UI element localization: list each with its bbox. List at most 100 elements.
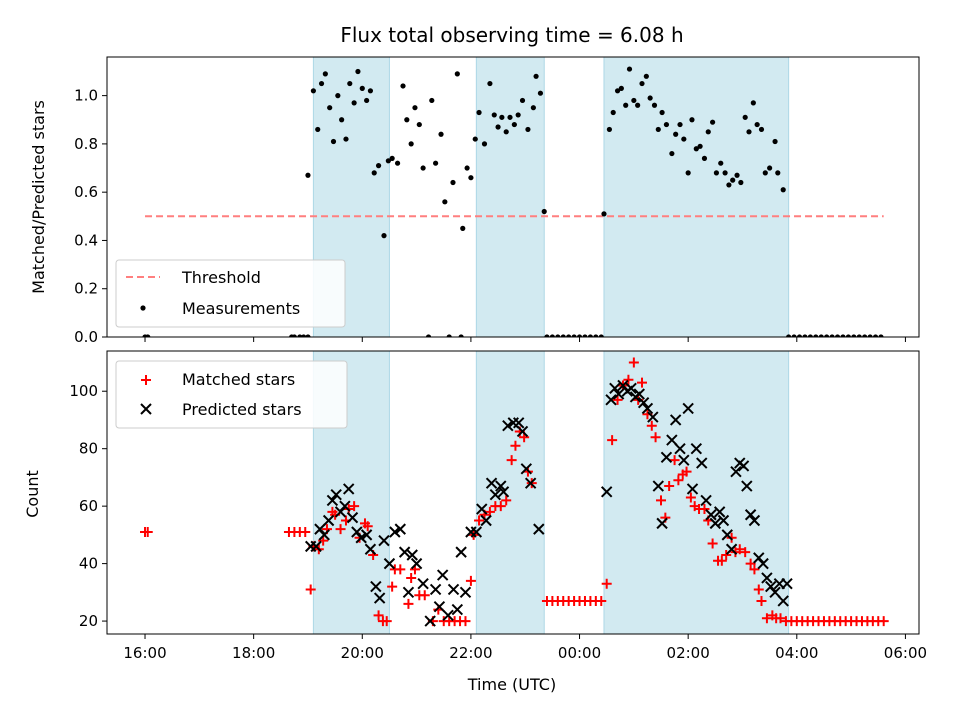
predicted-star-marker [370,580,382,593]
x-tick-label: 02:00 [667,644,710,662]
measurement-point [713,170,720,176]
y-tick-label: 100 [69,382,98,400]
x-tick-label: 00:00 [558,644,601,662]
predicted-star-marker [652,480,664,492]
predicted-star-marker [322,514,335,527]
count-panel: 20 40 60 80 100 16:00 18:00 20:00 22:00 00:00 02:0… [69,350,927,662]
predicted-star-marker [373,592,386,604]
measurement-point [364,97,370,104]
measurement-point [635,102,641,108]
predicted-star-marker [398,546,411,558]
measurement-point [730,177,736,183]
measurement-point [802,334,808,337]
measurement-point [408,141,414,147]
predicted-star-marker [709,517,722,530]
matched-star-marker [740,547,751,558]
predicted-star-marker [447,583,460,596]
measurement-point [631,97,637,104]
measurement-point [767,165,773,171]
matched-star-marker [749,564,760,575]
measurement-point [610,109,616,116]
measurement-point [614,88,621,94]
predicted-star-marker [744,509,757,521]
y-tick-label: 1.0 [74,87,98,105]
matched-star-marker [685,492,696,503]
predicted-star-marker [666,434,678,446]
measurement-point [647,95,653,101]
predicted-star-marker [459,586,472,599]
measurement-point [507,114,513,120]
matched-star-marker [142,527,153,538]
measurement-point [495,124,501,130]
measurement-point [775,170,781,176]
measurement-point [722,170,728,176]
measurement-point [389,155,395,161]
matched-star-marker [726,532,737,543]
measurement-point [796,334,803,337]
matched-star-marker [381,616,392,627]
measurement-point [481,141,488,147]
measurement-point [582,334,588,337]
predicted-star-marker [470,526,483,538]
predicted-star-marker [520,463,533,475]
measurement-point [786,334,792,337]
legend-box [115,360,348,429]
axes-frame [106,350,920,635]
measurement-point [454,71,460,77]
predicted-star-marker [310,540,322,553]
measurement-point [305,334,311,337]
measurement-point [335,93,341,99]
measurement-point [718,160,724,166]
measurement-point [438,131,444,137]
y-tick-label: 0.0 [74,328,98,346]
y-tick-label: 20 [79,612,98,630]
legend-threshold-label: Threshold [181,268,261,287]
predicted-star-marker [748,514,761,527]
data-layer [142,66,884,337]
matched-star-marker [335,524,346,535]
measurement-point [544,334,550,337]
measurement-point [677,121,683,128]
predicted-star-marker [757,557,769,570]
measurement-point [576,334,583,337]
matched-star-marker [501,495,512,506]
predicted-star-marker [355,532,367,544]
predicted-star-marker [360,529,373,541]
measurement-point [651,102,658,108]
predicted-star-marker [641,402,654,415]
measurement-point [878,334,884,337]
measurement-point [537,90,544,96]
x-tick-label: 16:00 [123,644,166,662]
measurement-point [772,138,778,145]
observing-window [603,56,790,338]
predicted-star-marker [406,549,418,561]
predicted-star-marker [318,529,330,541]
legend-matched-swatch [141,375,151,385]
measurement-point [824,334,830,337]
measurement-point [856,334,862,337]
ratio-panel: 0.0 0.2 0.4 0.6 0.8 1.0 Threshold Measurements [74,56,920,346]
measurement-point [541,208,547,215]
measurement-point [458,334,464,337]
axes-frame [106,56,920,338]
matched-star-marker [636,377,647,388]
measurement-point [560,334,566,337]
y-axis-label-ratio: Matched/Predicted stars [29,100,48,294]
predicted-star-marker [489,488,502,501]
predicted-star-marker [497,486,510,498]
measurement-point [807,334,813,337]
measurement-point [404,117,410,123]
measurement-point [685,170,691,176]
matched-star-marker [349,501,360,512]
predicted-star-marker [725,543,738,555]
matched-star-marker [495,501,506,512]
measurement-point [780,187,786,193]
predicted-star-marker [625,382,637,395]
matched-star-marker [656,495,667,506]
predicted-star-marker [424,615,436,627]
measurement-point [425,334,432,337]
measurement-point [867,334,873,337]
predicted-star-marker [476,503,488,515]
y-tick-label: 80 [79,440,98,458]
matched-star-marker [650,432,661,443]
